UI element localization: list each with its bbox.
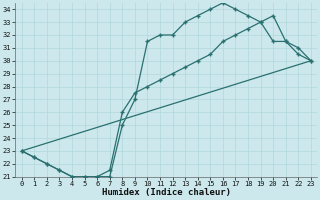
X-axis label: Humidex (Indice chaleur): Humidex (Indice chaleur) xyxy=(102,188,231,197)
